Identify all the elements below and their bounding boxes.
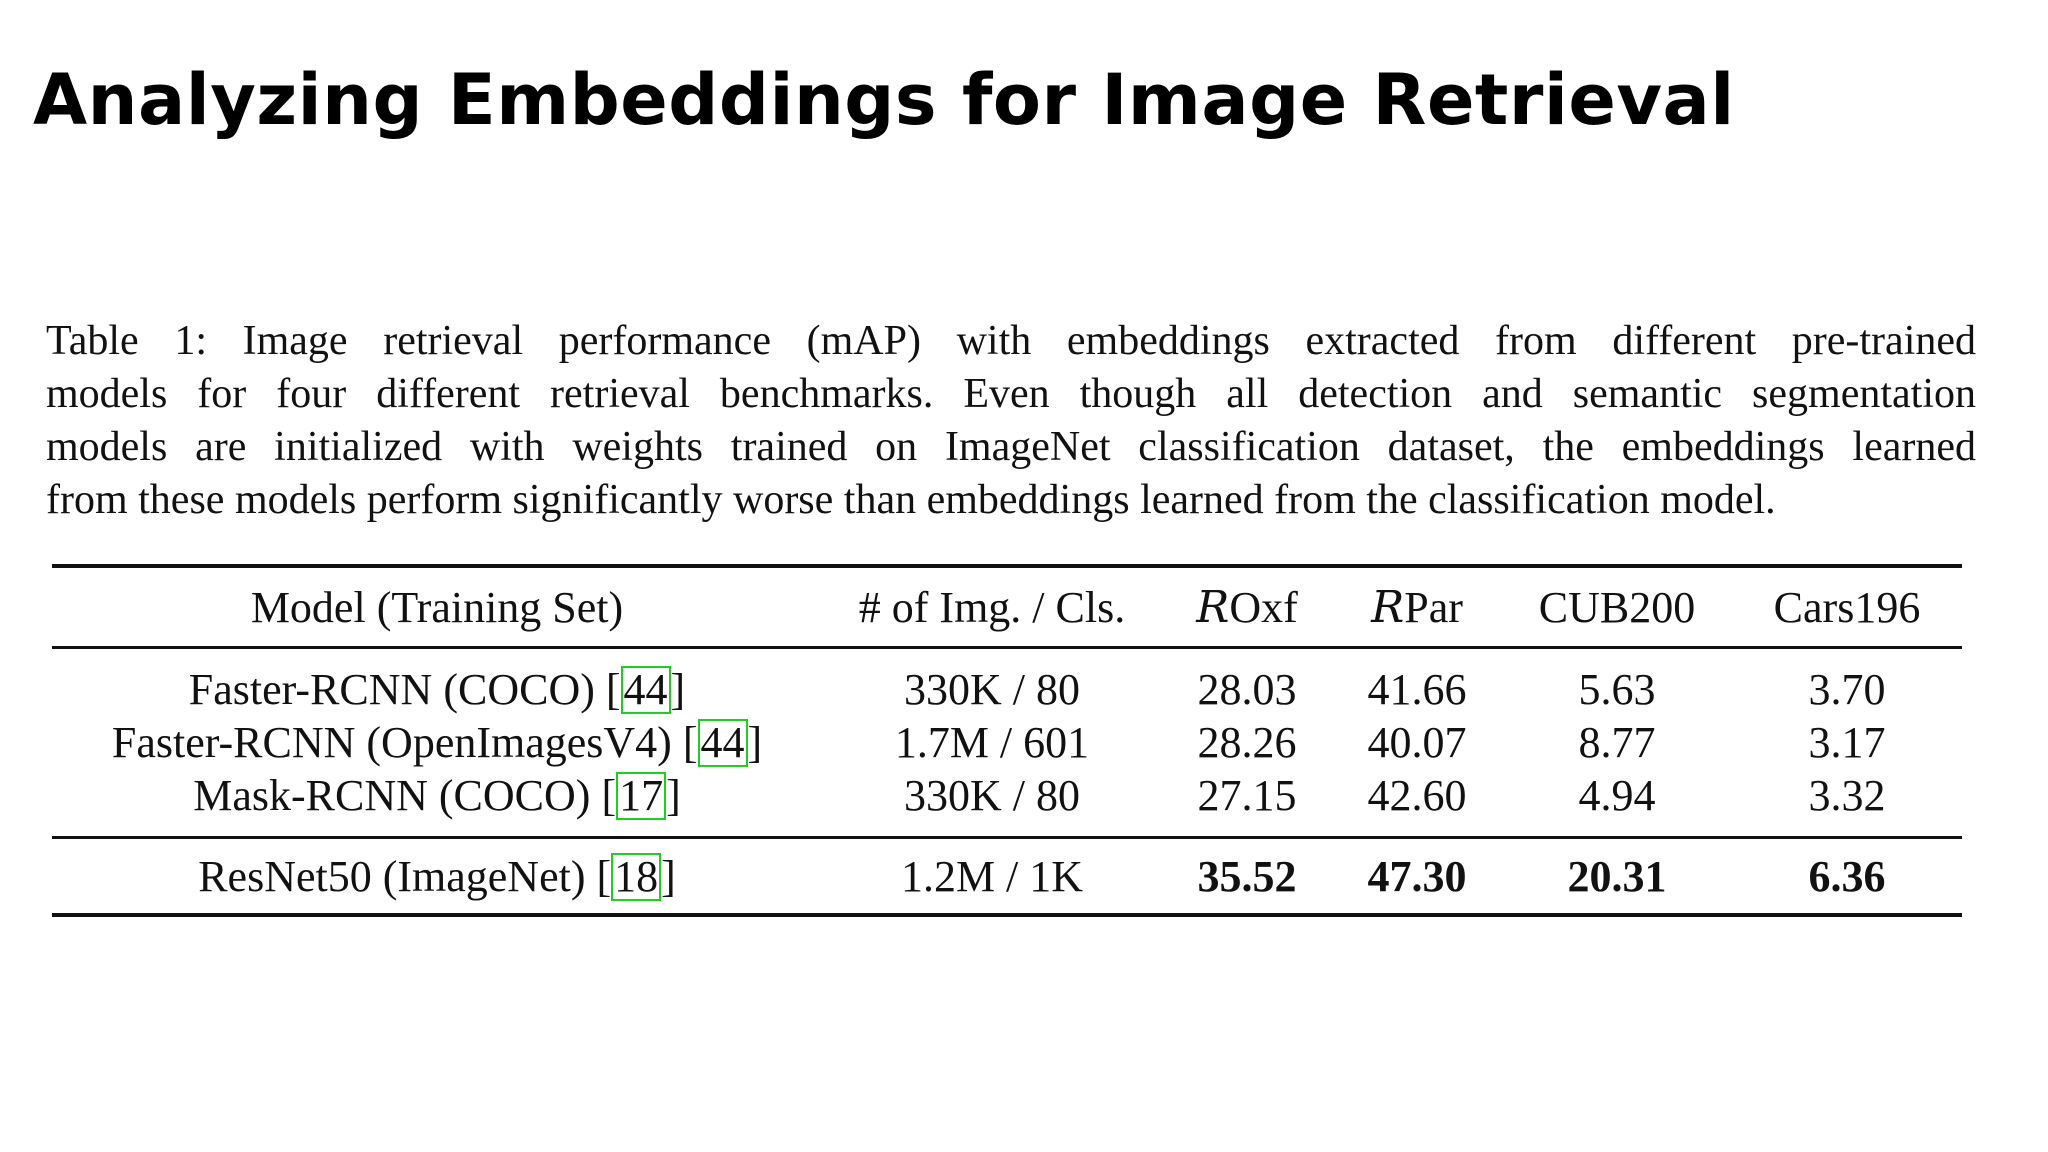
cell-cub: 5.63 [1578, 665, 1656, 714]
cell-rpar: 47.30 [1332, 836, 1502, 917]
cell-model: Faster-RCNN (COCO) [44] [188, 665, 686, 714]
header-img-cls: # of Img. / Cls. [822, 564, 1162, 649]
cell-cars: 3.17 [1808, 718, 1886, 767]
header-roxf: ROxf [1162, 564, 1332, 649]
cell-cub: 8.77 [1578, 718, 1656, 767]
header-cars: Cars196 [1732, 564, 1962, 649]
table-row: Faster-RCNN (OpenImagesV4) [44] 1.7M / 6… [52, 716, 1962, 769]
table-row: Mask-RCNN (COCO) [17] 330K / 80 27.15 42… [52, 769, 1962, 838]
cell-model: Faster-RCNN (OpenImagesV4) [44] [111, 718, 763, 767]
cell-rpar: 40.07 [1367, 718, 1467, 767]
model-name: ResNet50 (ImageNet) [198, 851, 597, 901]
cell-cars: 6.36 [1732, 836, 1962, 917]
header-rpar-prefix: R [1371, 581, 1405, 633]
cell-roxf: 28.26 [1197, 718, 1297, 767]
citation-link[interactable]: 44 [697, 719, 748, 767]
cell-roxf: 35.52 [1162, 836, 1332, 917]
cell-cub: 4.94 [1578, 771, 1656, 820]
slide-title: Analyzing Embeddings for Image Retrieval [33, 59, 1735, 141]
citation-link[interactable]: 44 [620, 666, 671, 714]
header-rpar: RPar [1332, 564, 1502, 649]
caption-line: models are initialized with weights trai… [46, 424, 1976, 470]
cell-roxf: 28.03 [1197, 665, 1297, 714]
caption-line: models for four different retrieval benc… [46, 371, 1976, 417]
model-name: Mask-RCNN (COCO) [193, 771, 602, 820]
cell-img-cls: 330K / 80 [904, 665, 1080, 714]
citation-link[interactable]: 18 [611, 852, 662, 901]
citation-link[interactable]: 17 [616, 772, 667, 820]
cell-cars: 3.70 [1808, 665, 1886, 714]
header-rpar-label: Par [1404, 582, 1463, 632]
results-table: Model (Training Set) # of Img. / Cls. RO… [52, 564, 1962, 917]
cell-cub: 20.31 [1502, 836, 1732, 917]
cell-roxf: 27.15 [1197, 771, 1297, 820]
cell-rpar: 42.60 [1367, 771, 1467, 820]
results-table-container: Model (Training Set) # of Img. / Cls. RO… [52, 564, 1962, 917]
cell-rpar: 41.66 [1367, 665, 1467, 714]
caption-line: from these models perform significantly … [46, 477, 1776, 523]
table-caption: Table 1: Image retrieval performance (mA… [46, 315, 1976, 527]
cell-cars: 3.32 [1808, 771, 1886, 820]
table-header-row: Model (Training Set) # of Img. / Cls. RO… [52, 564, 1962, 649]
cell-img-cls: 1.7M / 601 [894, 718, 1090, 767]
cell-model: ResNet50 (ImageNet) [18] [52, 836, 822, 917]
header-model: Model (Training Set) [52, 564, 822, 649]
header-cub: CUB200 [1502, 564, 1732, 649]
model-name: Faster-RCNN (OpenImagesV4) [111, 718, 683, 767]
cell-img-cls: 330K / 80 [904, 771, 1080, 820]
model-name: Faster-RCNN (COCO) [188, 665, 606, 714]
table-row-best: ResNet50 (ImageNet) [18] 1.2M / 1K 35.52… [52, 836, 1962, 917]
caption-line: Table 1: Image retrieval performance (mA… [46, 318, 1976, 364]
cell-model: Mask-RCNN (COCO) [17] [193, 771, 681, 820]
cell-img-cls: 1.2M / 1K [822, 836, 1162, 917]
header-roxf-prefix: R [1196, 581, 1230, 633]
table-row: Faster-RCNN (COCO) [44] 330K / 80 28.03 … [52, 648, 1962, 717]
header-roxf-label: Oxf [1229, 582, 1298, 632]
